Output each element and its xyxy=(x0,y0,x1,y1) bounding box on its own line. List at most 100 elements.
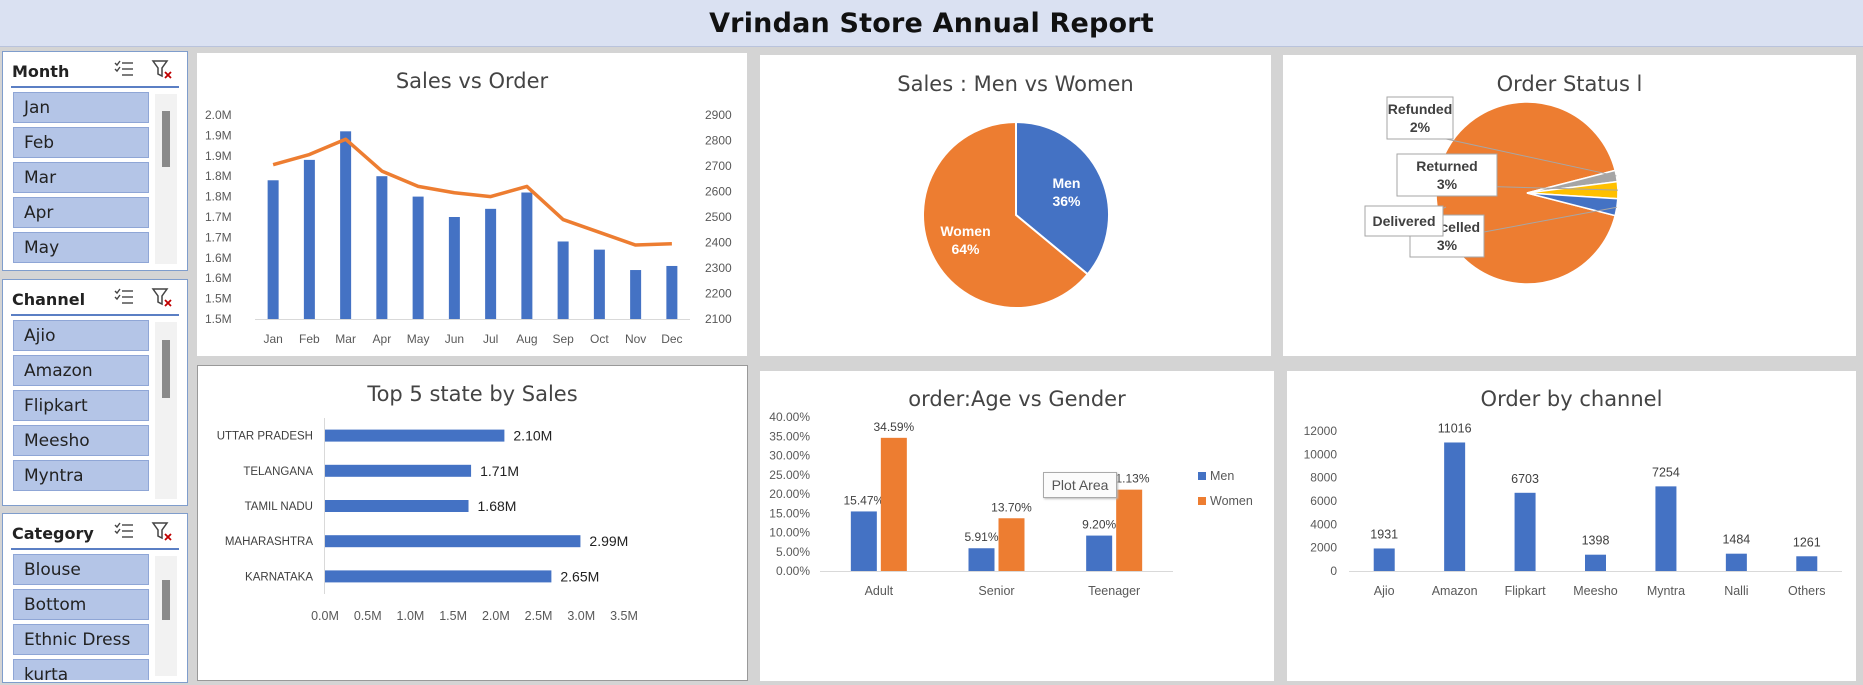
channel-orders-panel[interactable]: Order by channel 12000 10000 8000 6000 4000 2… xyxy=(1287,371,1856,681)
channel-bar xyxy=(1655,486,1677,571)
slicer-divider xyxy=(11,86,179,88)
chart-title: Order Status l xyxy=(1496,72,1643,96)
slicer-item[interactable]: Ethnic Dress xyxy=(13,624,149,655)
pie-slice xyxy=(1015,120,1110,276)
scrollbar-thumb[interactable] xyxy=(162,340,170,398)
slicer-item[interactable]: Bottom xyxy=(13,589,149,620)
pie-label: Women xyxy=(940,223,990,239)
slicer-item[interactable]: Meesho xyxy=(13,425,149,456)
y-tick-label: 20.00% xyxy=(769,487,810,501)
status-percent: 3% xyxy=(1437,237,1458,253)
state-label: MAHARASHTRA xyxy=(225,536,314,548)
y-tick-label: 2.0M xyxy=(205,108,232,122)
y-tick-label: 8000 xyxy=(1310,471,1337,485)
status-label: Delivered xyxy=(1372,213,1435,229)
slicer-item[interactable]: Blouse xyxy=(13,554,149,585)
y2-tick-label: 2700 xyxy=(705,159,732,173)
y-tick-label: 1.7M xyxy=(205,210,232,224)
men-vs-women-panel[interactable]: Sales : Men vs Women Men 36% Women 64% xyxy=(760,55,1271,356)
state-bar xyxy=(325,535,581,548)
x-tick-label: Oct xyxy=(590,332,609,346)
slicer-item[interactable]: Mar xyxy=(13,162,149,193)
multi-select-icon[interactable] xyxy=(113,521,135,541)
legend-swatch xyxy=(1198,497,1206,505)
state-bar xyxy=(325,429,505,442)
y-tick-label: 1.5M xyxy=(205,292,232,306)
clear-filter-icon[interactable] xyxy=(151,59,175,81)
age-gender-chart: 40.00% 35.00% 30.00% 25.00% 20.00% 15.00% 10.0… xyxy=(769,410,1253,598)
clear-filter-icon[interactable] xyxy=(151,287,175,309)
data-label: 7254 xyxy=(1652,465,1680,479)
slicer-item[interactable]: Ajio xyxy=(13,320,149,351)
slicer-item[interactable]: Flipkart xyxy=(13,390,149,421)
y-tick-label: 0 xyxy=(1330,564,1337,578)
y-tick-label: 15.00% xyxy=(769,506,810,520)
sales-bar xyxy=(267,180,279,319)
x-tick-label: Nalli xyxy=(1724,584,1748,598)
sales-vs-order-chart: 2.0M 1.9M 1.9M 1.8M 1.8M 1.7M 1.7M 1.6M 1.6M 1.5M… xyxy=(205,108,732,346)
channel-slicer[interactable]: Channel Ajio Amazon Flipkart Meesho Myntra xyxy=(2,279,188,506)
slicer-scrollbar[interactable] xyxy=(155,556,177,676)
sales-bar xyxy=(557,241,569,319)
x-tick-label: Flipkart xyxy=(1505,584,1547,598)
clear-filter-icon[interactable] xyxy=(151,521,175,543)
slicer-item[interactable]: Feb xyxy=(13,127,149,158)
slicer-items: Blouse Bottom Ethnic Dress kurta xyxy=(13,554,151,680)
data-label: 1261 xyxy=(1793,535,1821,549)
slicer-header: Category xyxy=(12,524,94,543)
slicer-item[interactable]: kurta xyxy=(13,659,149,680)
month-slicer[interactable]: Month Jan Feb Mar Apr May xyxy=(2,51,188,271)
data-label: 2.10M xyxy=(513,428,552,444)
slicer-item[interactable]: Apr xyxy=(13,197,149,228)
y-tick-label: 40.00% xyxy=(769,410,810,424)
order-status-panel[interactable]: Order Status l Refunded 2% Returned 3% Cance… xyxy=(1283,55,1856,356)
sales-vs-order-panel[interactable]: Sales vs Order 2.0M 1.9M 1.9M 1.8M 1.8M 1.7M 1… xyxy=(197,53,747,356)
slicer-item[interactable]: May xyxy=(13,232,149,263)
x-tick-label: Teenager xyxy=(1088,584,1140,598)
x-tick-label: Myntra xyxy=(1647,584,1685,598)
data-label: 2.65M xyxy=(560,568,599,584)
top-states-panel[interactable]: Top 5 state by Sales UTTAR PRADESH 2.10M T… xyxy=(197,365,748,681)
state-bar xyxy=(325,500,469,512)
pie-slice xyxy=(922,120,1090,309)
scrollbar-thumb[interactable] xyxy=(162,111,170,167)
multi-select-icon[interactable] xyxy=(113,287,135,307)
sales-bar xyxy=(521,192,533,319)
x-tick-label: Meesho xyxy=(1573,584,1618,598)
x-tick-label: Ajio xyxy=(1374,584,1395,598)
x-tick-label: 0.0M xyxy=(311,609,339,623)
slicer-item[interactable]: Jan xyxy=(13,92,149,123)
channel-bar xyxy=(1796,556,1818,571)
data-label: 21.13% xyxy=(1109,472,1150,486)
y2-tick-label: 2400 xyxy=(705,236,732,250)
sales-bar xyxy=(666,265,678,319)
category-slicer[interactable]: Category Blouse Bottom Ethnic Dress kurta xyxy=(2,513,188,683)
data-label: 1.71M xyxy=(480,463,519,479)
y-tick-label: 1.9M xyxy=(205,128,232,142)
slicer-items: Jan Feb Mar Apr May xyxy=(13,92,151,268)
age-gender-panel[interactable]: order:Age vs Gender 40.00% 35.00% 30.00% 25… xyxy=(760,371,1274,681)
x-tick-label: 0.5M xyxy=(354,609,382,623)
pie-label: Men xyxy=(1052,175,1080,191)
x-tick-label: Jan xyxy=(263,332,282,346)
slicer-scrollbar[interactable] xyxy=(155,322,177,499)
sales-bar xyxy=(448,217,460,319)
chart-title: Order by channel xyxy=(1480,387,1663,411)
x-tick-label: Feb xyxy=(299,332,320,346)
x-tick-label: May xyxy=(407,332,430,346)
y2-tick-label: 2600 xyxy=(705,185,732,199)
report-title-bar: Vrindan Store Annual Report xyxy=(0,0,1863,47)
sales-bar xyxy=(376,176,388,319)
channel-bar xyxy=(1444,442,1466,571)
chart-title: order:Age vs Gender xyxy=(908,387,1126,411)
slicer-scrollbar[interactable] xyxy=(155,94,177,264)
gender-bar xyxy=(850,511,877,571)
data-label: 6703 xyxy=(1511,472,1539,486)
slicer-item[interactable]: Myntra xyxy=(13,460,149,491)
slicer-item[interactable]: Amazon xyxy=(13,355,149,386)
orders-line xyxy=(272,137,672,247)
chart-title: Top 5 state by Sales xyxy=(367,382,578,406)
multi-select-icon[interactable] xyxy=(113,59,135,79)
scrollbar-thumb[interactable] xyxy=(162,580,170,620)
